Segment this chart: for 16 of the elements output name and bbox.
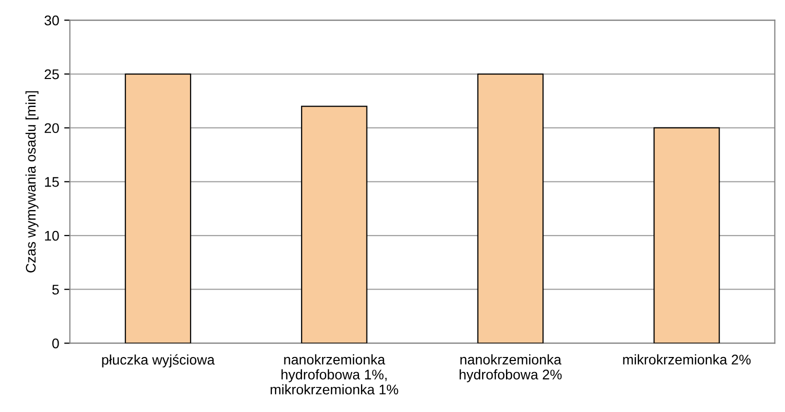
bar	[301, 106, 368, 344]
y-tick-label: 25	[44, 69, 59, 80]
x-tick-label: płuczka wyjściowa	[102, 354, 215, 368]
y-tick-label: 5	[52, 284, 59, 295]
y-tick-label: 0	[52, 338, 59, 348]
bar	[124, 73, 192, 344]
x-tick-label: nanokrzemionka hydrofobowa 2%	[460, 354, 562, 382]
y-tick-label: 15	[45, 177, 59, 187]
y-axis-title: Czas wymywania osadu [min]	[26, 91, 38, 272]
y-tick-label: 30	[44, 16, 59, 26]
bar	[477, 73, 544, 344]
bar	[654, 127, 720, 344]
x-tick-label: mikrokrzemionka 2%	[623, 354, 751, 365]
x-tick-label: nanokrzemionka hydrofobowa 1%, mikrokrzemionka 1%	[270, 354, 398, 394]
y-tick-label: 10	[45, 230, 59, 241]
y-tick-label: 20	[44, 123, 59, 134]
